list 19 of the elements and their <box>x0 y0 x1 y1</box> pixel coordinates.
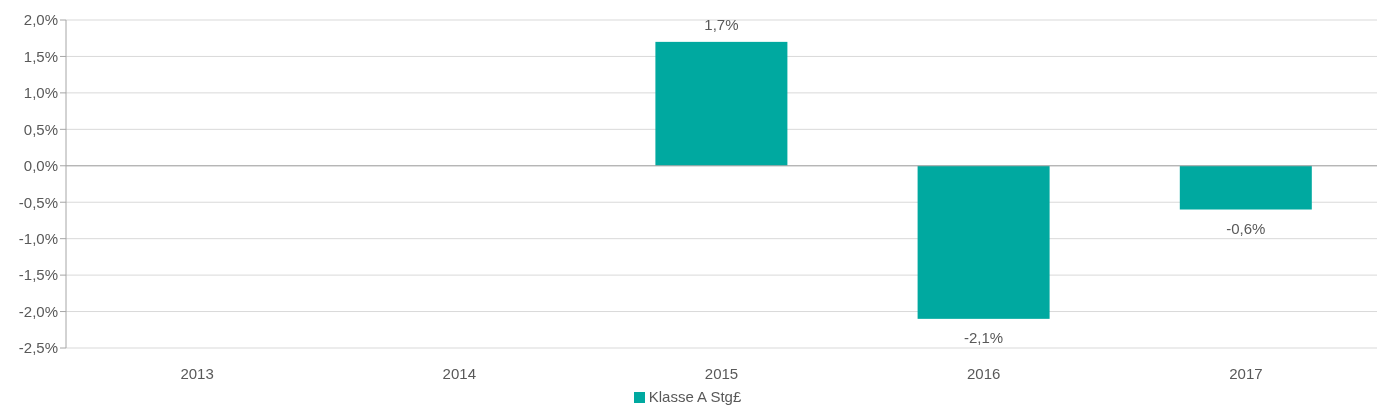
legend-label: Klasse A Stg£ <box>648 388 742 405</box>
x-tick-label: 2015 <box>704 364 739 382</box>
x-tick-label: 2016 <box>967 364 1001 382</box>
y-tick-label: 1,0% <box>23 84 58 102</box>
y-tick-label: 1,5% <box>23 47 58 65</box>
x-tick-label: 2013 <box>180 364 214 382</box>
y-tick-label: -0,5% <box>18 193 58 211</box>
x-tick-label: 2017 <box>1229 364 1263 382</box>
y-tick-label: 0,0% <box>23 157 58 175</box>
y-tick-label: 0,5% <box>23 120 58 138</box>
y-tick-label: -2,5% <box>18 339 58 357</box>
y-tick-label: -1,5% <box>18 266 58 284</box>
y-tick-label: -1,0% <box>18 229 58 247</box>
data-label: -0,6% <box>1226 219 1266 237</box>
data-label: 1,7% <box>704 15 739 33</box>
y-tick-label: 2,0% <box>23 11 58 29</box>
x-tick-label: 2014 <box>442 364 476 382</box>
y-tick-label: -2,0% <box>18 302 58 320</box>
data-label: -2,1% <box>964 328 1004 346</box>
